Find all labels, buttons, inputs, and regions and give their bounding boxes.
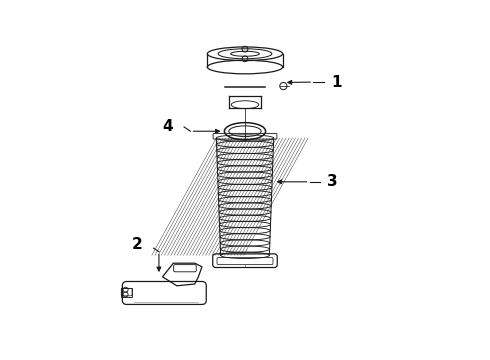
Text: 4: 4 [163,120,173,134]
Bar [122,288,132,297]
Text: 2: 2 [132,237,143,252]
Text: 1: 1 [331,75,342,90]
Text: 3: 3 [327,174,338,189]
